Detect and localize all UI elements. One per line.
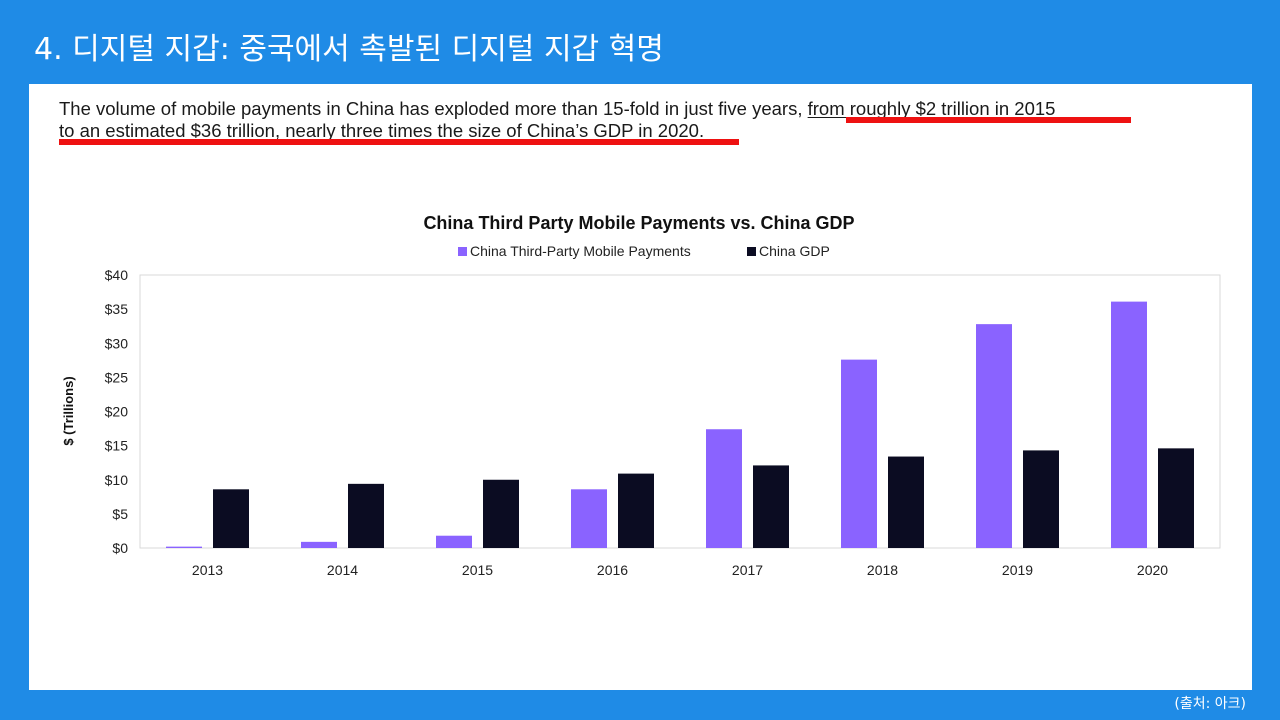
- legend-label-mobile-payments: China Third-Party Mobile Payments: [470, 243, 691, 259]
- y-axis-label: $ (Trillions): [61, 376, 76, 445]
- x-tick-label: 2018: [867, 562, 898, 578]
- y-tick-label: $40: [105, 267, 129, 283]
- bar-mobile-payments-2016: [571, 489, 607, 548]
- bar-gdp-2017: [753, 465, 789, 548]
- bars: [166, 301, 1194, 548]
- y-tick-label: $15: [105, 438, 129, 454]
- bar-mobile-payments-2015: [436, 535, 472, 548]
- bar-mobile-payments-2020: [1111, 301, 1147, 548]
- y-tick-label: $25: [105, 369, 129, 385]
- content-panel: The volume of mobile payments in China h…: [29, 84, 1252, 690]
- bar-mobile-payments-2017: [706, 429, 742, 548]
- x-tick-label: 2013: [192, 562, 223, 578]
- y-tick-label: $10: [105, 472, 129, 488]
- bar-gdp-2020: [1158, 448, 1194, 548]
- x-tick-label: 2014: [327, 562, 358, 578]
- description-highlight-2: to an estimated $36 trillion, nearly thr…: [59, 120, 705, 141]
- x-tick-label: 2020: [1137, 562, 1168, 578]
- red-underline-1: [846, 117, 1131, 123]
- bar-mobile-payments-2019: [976, 324, 1012, 548]
- bar-gdp-2019: [1023, 450, 1059, 548]
- description-text: The volume of mobile payments in China h…: [59, 98, 1179, 142]
- x-tick-label: 2017: [732, 562, 763, 578]
- x-tick-label: 2019: [1002, 562, 1033, 578]
- legend-swatch-mobile-payments: [458, 247, 467, 256]
- y-tick-label: $0: [112, 540, 128, 556]
- bar-chart: China Third Party Mobile Payments vs. Ch…: [61, 213, 1221, 578]
- y-tick-label: $5: [112, 506, 128, 522]
- bar-gdp-2018: [888, 456, 924, 548]
- legend-swatch-gdp: [747, 247, 756, 256]
- y-tick-label: $20: [105, 404, 129, 420]
- source-note: (출처: 아크): [1174, 696, 1246, 712]
- description-highlight-1: from roughly $2 trillion in 2015: [807, 98, 1056, 119]
- x-tick-label: 2016: [597, 562, 628, 578]
- y-tick-label: $30: [105, 335, 129, 351]
- bar-gdp-2013: [213, 489, 249, 548]
- slide-title: 4. 디지털 지갑: 중국에서 촉발된 디지털 지갑 혁명: [34, 32, 664, 67]
- bar-mobile-payments-2013: [166, 546, 202, 548]
- bar-gdp-2015: [483, 479, 519, 548]
- y-tick-label: $35: [105, 301, 129, 317]
- bar-mobile-payments-2018: [841, 359, 877, 548]
- red-underline-2: [59, 139, 739, 145]
- bar-gdp-2016: [618, 473, 654, 548]
- x-tick-label: 2015: [462, 562, 493, 578]
- chart-title: China Third Party Mobile Payments vs. Ch…: [423, 213, 854, 233]
- y-axis-ticks: $0 $5 $10 $15 $20 $25 $30 $35 $40: [105, 267, 129, 556]
- plot-area-frame: [139, 274, 1221, 549]
- x-axis-ticks: 2013 2014 2015 2016 2017 2018 2019 2020: [192, 562, 1168, 578]
- bar-gdp-2014: [348, 483, 384, 548]
- bar-mobile-payments-2014: [301, 541, 337, 548]
- legend-label-gdp: China GDP: [759, 243, 830, 259]
- description-plain: The volume of mobile payments in China h…: [59, 98, 808, 119]
